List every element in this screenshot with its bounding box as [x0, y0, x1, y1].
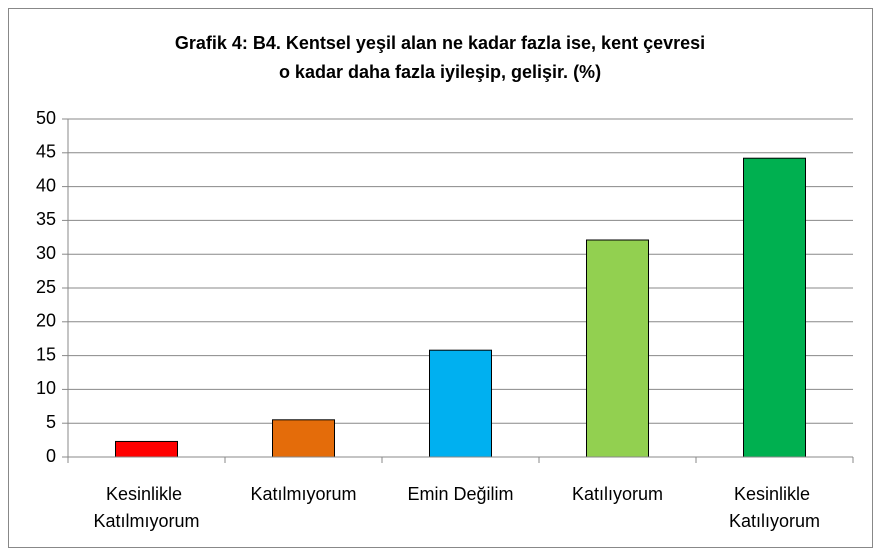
- y-tick-label: 40: [36, 175, 56, 195]
- x-tick-label: Emin Değilim: [407, 484, 513, 504]
- y-tick-label: 5: [46, 412, 56, 432]
- y-tick-label: 50: [36, 108, 56, 128]
- bar: [115, 440, 178, 458]
- y-tick-label: 10: [36, 378, 56, 398]
- bar: [743, 157, 806, 458]
- y-tick-label: 35: [36, 209, 56, 229]
- x-tick-label: Kesinlikle Katılıyorum: [729, 484, 820, 531]
- x-tick-label: Katılıyorum: [572, 484, 663, 504]
- y-tick-label: 45: [36, 142, 56, 162]
- chart-title: o kadar daha fazla iyileşip, gelişir. (%…: [279, 62, 601, 82]
- y-tick-label: 15: [36, 344, 56, 364]
- y-tick-label: 20: [36, 311, 56, 331]
- y-tick-label: 25: [36, 277, 56, 297]
- bar: [586, 239, 649, 458]
- y-tick-label: 30: [36, 243, 56, 263]
- bar: [429, 349, 492, 458]
- chart-border: [8, 8, 873, 548]
- x-tick-label: Kesinlikle Katılmıyorum: [93, 484, 199, 531]
- chart-title: Grafik 4: B4. Kentsel yeşil alan ne kada…: [175, 33, 705, 53]
- x-tick-label: Katılmıyorum: [250, 484, 356, 504]
- y-tick-label: 0: [46, 446, 56, 466]
- bar: [272, 419, 335, 458]
